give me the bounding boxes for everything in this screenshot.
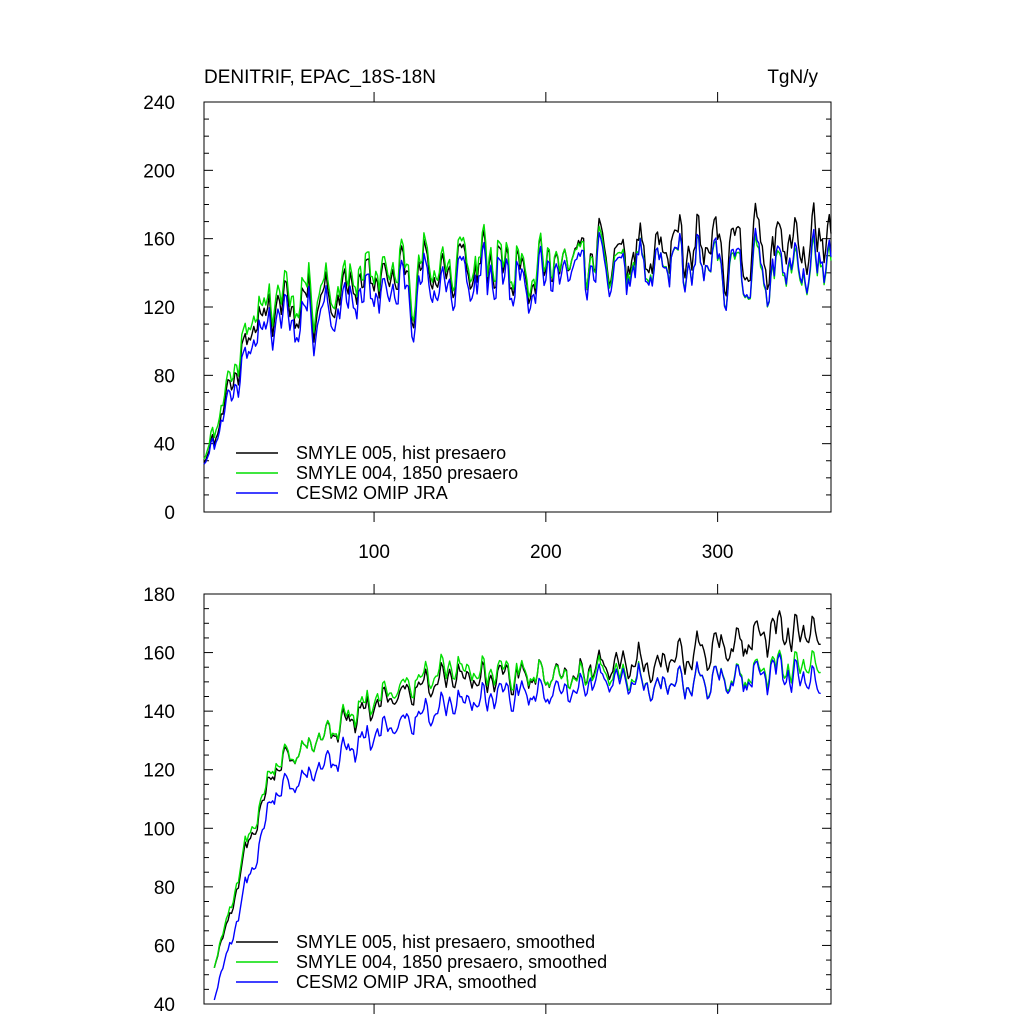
legend-label: SMYLE 005, hist presaero, smoothed [296, 932, 595, 952]
series-line [213, 653, 821, 1001]
top-chart-units: TgN/y [767, 67, 818, 88]
legend-label: CESM2 OMIP JRA [296, 483, 448, 503]
x-tick-label: 200 [530, 542, 562, 563]
bottom-axes-ticks: 40 60 80 100 120 140 160 180 [143, 584, 831, 1016]
top-series-lines [203, 202, 832, 465]
y-tick-label: 60 [154, 936, 175, 957]
series-line [213, 610, 821, 968]
y-tick-label: 140 [143, 702, 175, 723]
y-tick-label: 40 [154, 435, 175, 456]
y-tick-label: 240 [143, 93, 175, 114]
legend-label: SMYLE 004, 1850 presaero, smoothed [296, 952, 607, 972]
top-axes-ticks: 0 40 80 120 160 200 240 100 200 300 [143, 92, 831, 563]
y-tick-label: 40 [154, 995, 175, 1016]
y-tick-label: 160 [143, 644, 175, 665]
y-tick-label: 120 [143, 298, 175, 319]
top-chart-title: DENITRIF, EPAC_18S-18N [204, 67, 436, 88]
y-tick-label: 100 [143, 819, 175, 840]
y-tick-label: 80 [154, 366, 175, 387]
y-tick-label: 180 [143, 585, 175, 606]
bottom-series-lines [213, 610, 821, 1001]
bottom-panel: 40 60 80 100 120 140 160 180 SMYLE 005, hist pr… [143, 584, 832, 1016]
series-line [213, 649, 821, 968]
series-line [203, 202, 832, 463]
y-tick-label: 80 [154, 878, 175, 899]
y-tick-label: 160 [143, 230, 175, 251]
y-tick-label: 120 [143, 761, 175, 782]
x-tick-label: 300 [702, 542, 734, 563]
y-tick-label: 200 [143, 161, 175, 182]
legend-label: SMYLE 005, hist presaero [296, 443, 506, 463]
x-tick-label: 100 [358, 542, 390, 563]
top-panel: DENITRIF, EPAC_18S-18N TgN/y 0 40 80 120 160… [143, 67, 832, 563]
legend-label: CESM2 OMIP JRA, smoothed [296, 972, 537, 992]
y-tick-label: 0 [164, 503, 175, 524]
legend-label: SMYLE 004, 1850 presaero [296, 463, 518, 483]
series-line [203, 227, 832, 465]
bottom-legend: SMYLE 005, hist presaero, smoothedSMYLE … [236, 932, 607, 992]
